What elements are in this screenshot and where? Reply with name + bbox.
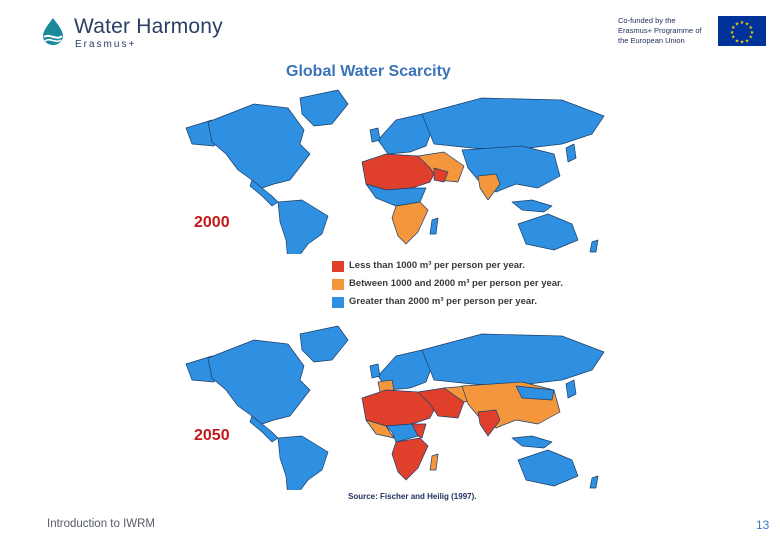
logo-subtitle: Erasmus+	[75, 39, 137, 50]
figure-source: Source: Fischer and Heilig (1997).	[348, 492, 477, 501]
eu-cofunding-text: Co-funded by the Erasmus+ Programme of t…	[618, 16, 702, 45]
legend-label-low: Less than 1000 m³ per person per year.	[349, 260, 525, 271]
legend-swatch-low	[332, 261, 344, 272]
svg-text:★: ★	[731, 35, 736, 41]
svg-text:★: ★	[730, 30, 735, 36]
svg-text:★: ★	[735, 38, 740, 44]
svg-text:★: ★	[748, 35, 753, 41]
svg-text:★: ★	[740, 20, 745, 26]
water-harmony-logo: Water Harmony Erasmus+	[38, 14, 238, 50]
svg-text:★: ★	[745, 38, 750, 44]
svg-text:★: ★	[750, 30, 755, 36]
footer-course-title: Introduction to IWRM	[47, 518, 156, 530]
world-map-2000	[185, 89, 605, 254]
logo-title: Water Harmony	[74, 15, 223, 38]
water-scarcity-figure: Global Water Scarcity	[182, 58, 612, 508]
eu-flag-icon: ★ ★★ ★★★ ★★★ ★★★	[718, 16, 766, 46]
svg-text:★: ★	[735, 21, 740, 27]
world-map-2050	[185, 325, 605, 490]
page-number: 13	[756, 518, 770, 532]
svg-text:★: ★	[745, 21, 750, 27]
legend-swatch-medium	[332, 279, 344, 290]
legend-label-high: Greater than 2000 m³ per person per year…	[349, 296, 537, 307]
svg-text:★: ★	[748, 25, 753, 31]
legend-label-medium: Between 1000 and 2000 m³ per person per …	[349, 278, 563, 289]
year-label-2000: 2000	[194, 214, 230, 231]
water-drop-icon	[43, 18, 63, 45]
year-label-2050: 2050	[194, 427, 230, 444]
svg-text:★: ★	[731, 25, 736, 31]
figure-title: Global Water Scarcity	[286, 63, 451, 80]
legend-swatch-high	[332, 297, 344, 308]
svg-text:★: ★	[740, 40, 745, 46]
eu-cofunding-badge: Co-funded by the Erasmus+ Programme of t…	[618, 14, 766, 50]
